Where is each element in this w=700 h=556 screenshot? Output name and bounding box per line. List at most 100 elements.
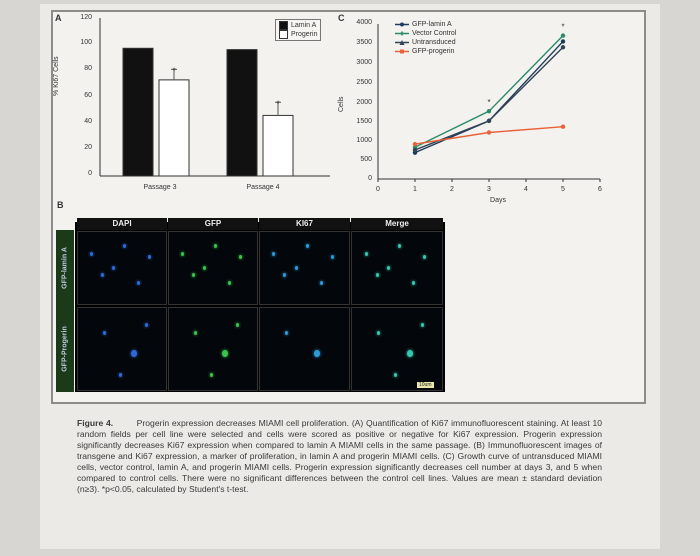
nucleus-spot bbox=[193, 330, 197, 335]
bar-ytick: 60 bbox=[84, 92, 92, 99]
line-ytick: 2500 bbox=[356, 79, 372, 86]
line-ytick: 0 bbox=[368, 175, 372, 182]
nucleus-spot bbox=[214, 243, 218, 248]
bar-legend: Lamin A Progerin bbox=[275, 19, 322, 41]
bar-xlabel: Passage 4 bbox=[246, 184, 280, 191]
line-ytick: 4000 bbox=[356, 19, 372, 26]
series-point-1 bbox=[560, 33, 566, 38]
lamin-a-swatch bbox=[279, 21, 288, 30]
bar-ytick: 0 bbox=[88, 170, 92, 177]
bar-ytick: 120 bbox=[80, 14, 92, 21]
bar-ytick: 40 bbox=[84, 118, 92, 125]
caption-text: (A) Quantification of Ki67 immunofluores… bbox=[77, 418, 603, 494]
nucleus-spot bbox=[112, 266, 116, 271]
nucleus-spot bbox=[236, 323, 240, 328]
nucleus-spot bbox=[294, 266, 298, 271]
line-ytick: 500 bbox=[360, 156, 372, 163]
nucleus-spot bbox=[283, 272, 287, 277]
significance-star: * bbox=[487, 98, 490, 107]
nucleus-spot bbox=[222, 349, 229, 357]
nucleus-spot bbox=[131, 349, 138, 357]
nucleus-spot bbox=[313, 349, 320, 357]
bar-ytick: 20 bbox=[84, 144, 92, 151]
bar-xlabel: Passage 3 bbox=[143, 184, 177, 191]
nucleus-spot bbox=[191, 272, 195, 277]
row-header-lamin-a: GFP-lamin A bbox=[56, 230, 74, 306]
nucleus-spot bbox=[147, 255, 151, 260]
significance-star: * bbox=[172, 66, 175, 75]
line-ytick: 1500 bbox=[356, 118, 372, 125]
nucleus-spot bbox=[102, 330, 106, 335]
legend-label: Lamin A bbox=[291, 22, 317, 29]
panel-letter-c: C bbox=[338, 13, 345, 23]
line-xtick: 1 bbox=[413, 186, 417, 193]
legend-label: Untransduced bbox=[412, 39, 456, 46]
series-point-2 bbox=[560, 45, 566, 50]
column-header-merge: Merge bbox=[351, 218, 443, 230]
bar-ytick: 80 bbox=[84, 65, 92, 72]
progerin-swatch bbox=[279, 30, 288, 39]
nucleus-spot bbox=[406, 349, 413, 357]
nucleus-spot bbox=[330, 255, 334, 260]
series-point-1 bbox=[486, 108, 492, 114]
bar-1-1 bbox=[262, 114, 294, 177]
nucleus-spot bbox=[375, 272, 379, 277]
nucleus-spot bbox=[100, 272, 104, 277]
micrograph-tile bbox=[351, 231, 443, 305]
nucleus-spot bbox=[398, 243, 402, 248]
column-header-gfp: GFP bbox=[168, 218, 258, 230]
nucleus-spot bbox=[228, 280, 232, 285]
micrograph-tile bbox=[259, 307, 350, 391]
micrograph-tile bbox=[77, 231, 167, 305]
line-ytick: 3000 bbox=[356, 59, 372, 66]
nucleus-spot bbox=[394, 372, 397, 377]
bar-1-0 bbox=[158, 79, 190, 177]
panel-letter-a: A bbox=[55, 13, 62, 23]
panel-letter-b: B bbox=[57, 200, 64, 210]
micrograph-tile bbox=[168, 307, 258, 391]
micrograph-tile bbox=[351, 307, 443, 391]
line-ytick: 3500 bbox=[356, 39, 372, 46]
bar-0-0 bbox=[122, 47, 154, 177]
line-xtick: 0 bbox=[376, 186, 380, 193]
line-legend: GFP-lamin A Vector Control Untransduced … bbox=[392, 19, 459, 57]
micrograph-tile bbox=[77, 307, 167, 391]
line-xtick: 5 bbox=[561, 186, 565, 193]
nucleus-spot bbox=[284, 330, 288, 335]
nucleus-spot bbox=[181, 251, 185, 256]
nucleus-spot bbox=[305, 243, 309, 248]
nucleus-spot bbox=[90, 251, 94, 256]
series-point-3 bbox=[560, 124, 566, 129]
line-ytick: 1000 bbox=[356, 137, 372, 144]
series-point-2 bbox=[412, 147, 418, 153]
nucleus-spot bbox=[238, 255, 242, 260]
nucleus-spot bbox=[119, 372, 122, 377]
scalebar-label: 10um bbox=[417, 382, 434, 388]
nucleus-spot bbox=[377, 330, 381, 335]
series-point-3 bbox=[486, 130, 492, 135]
nucleus-spot bbox=[272, 251, 276, 256]
line-xtick: 2 bbox=[450, 186, 454, 193]
row-header-progerin: GFP-Progerin bbox=[56, 306, 74, 392]
nucleus-spot bbox=[423, 255, 427, 260]
nucleus-spot bbox=[210, 372, 213, 377]
legend-label: Progerin bbox=[291, 31, 318, 38]
nucleus-spot bbox=[319, 280, 323, 285]
micrograph-tile bbox=[259, 231, 350, 305]
line-xlabel: Days bbox=[490, 197, 506, 204]
nucleus-spot bbox=[420, 323, 424, 328]
micrograph-tile bbox=[168, 231, 258, 305]
nucleus-spot bbox=[387, 266, 391, 271]
column-header-dapi: DAPI bbox=[77, 218, 167, 230]
bar-0-1 bbox=[226, 49, 258, 177]
column-header-ki67: KI67 bbox=[259, 218, 350, 230]
line-ytick: 2000 bbox=[356, 99, 372, 106]
figure-caption: Figure 4. Progerin expression decreases … bbox=[77, 418, 602, 495]
nucleus-spot bbox=[412, 280, 416, 285]
nucleus-spot bbox=[203, 266, 207, 271]
line-xtick: 6 bbox=[598, 186, 602, 193]
caption-title: Progerin expression decreases MIAMI cell… bbox=[136, 418, 350, 428]
legend-label: GFP-lamin A bbox=[412, 21, 452, 28]
